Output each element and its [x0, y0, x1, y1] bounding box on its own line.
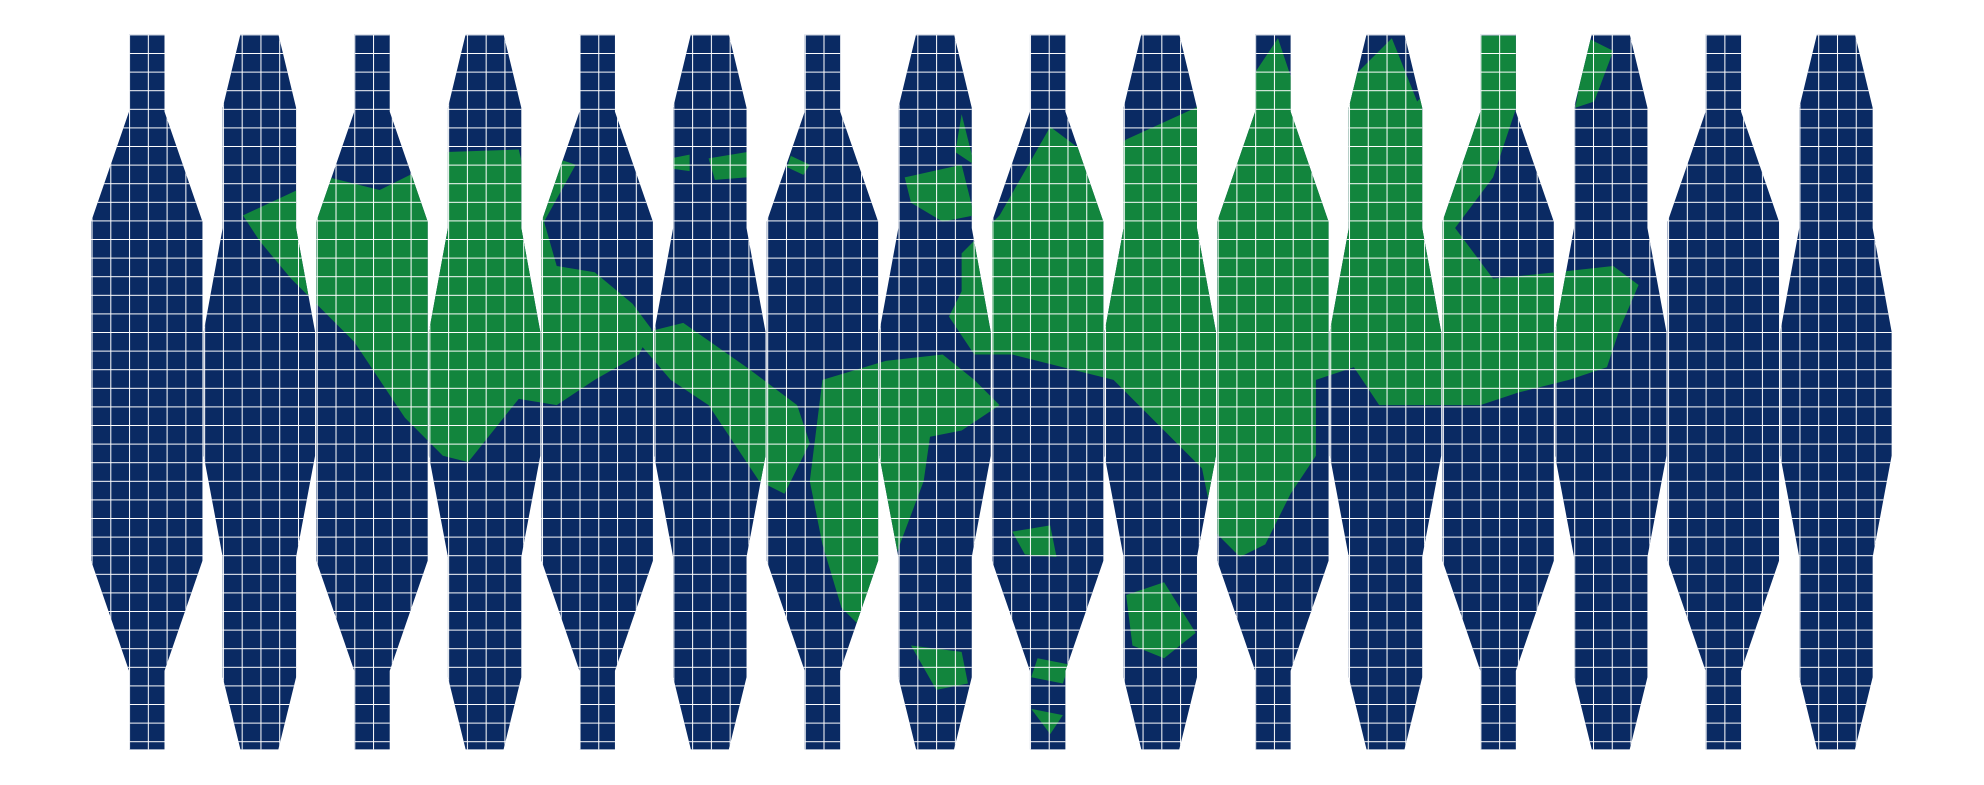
gore-grid [879, 34, 991, 750]
gore-grid [1329, 34, 1442, 750]
gore-grid [1104, 34, 1216, 750]
graticule [91, 34, 1892, 750]
gore-grid [1555, 34, 1667, 750]
gore-grid [1217, 34, 1329, 750]
gore-grid [203, 34, 316, 750]
gore-grid [541, 34, 653, 750]
gore-grid [992, 34, 1104, 750]
gore-grid [316, 34, 428, 750]
gore-grid [654, 34, 766, 750]
gore-grid [1442, 34, 1554, 750]
gore-grid [1780, 34, 1892, 750]
gore-grid [1667, 34, 1780, 750]
gore-grid [428, 34, 541, 750]
gore-grid [91, 34, 203, 750]
gore-grid [766, 34, 879, 750]
